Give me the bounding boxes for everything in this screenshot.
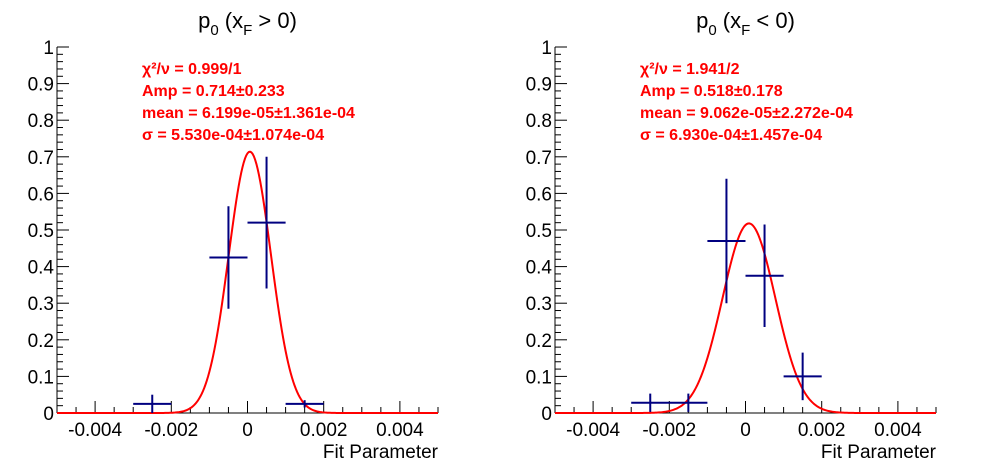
data-point	[285, 400, 324, 408]
y-tick-label: 0.4	[28, 258, 55, 279]
title-part-title-mid: (x	[717, 8, 741, 33]
title-part-title-subF: F	[243, 22, 252, 39]
x-tick-label: 0.004	[874, 420, 922, 441]
y-tick-label: 0.9	[526, 75, 552, 96]
x-axis-label: Fit Parameter	[323, 442, 439, 463]
gaussian-fit-curve	[555, 222, 936, 414]
y-tick-label: 0.3	[28, 294, 54, 315]
x-tick-label: 0.004	[376, 420, 424, 441]
data-point	[745, 224, 784, 327]
y-tick-label: 0.1	[28, 367, 54, 388]
title-part-title-mid: (x	[219, 8, 243, 33]
title-part-title-main: p	[696, 8, 708, 33]
fit-stat-line: Amp = 0.714±0.233	[142, 83, 285, 100]
fit-stat-line: mean = 9.062e-05±2.272e-04	[640, 105, 853, 122]
x-tick-label: -0.004	[68, 420, 122, 441]
y-tick-label: 0.4	[526, 258, 553, 279]
y-tick-label: 0.7	[28, 148, 54, 169]
plot-panel-xf-positive: p0 (xF > 0)00.10.20.30.40.50.60.70.80.91…	[28, 8, 439, 463]
x-tick-label: 0	[740, 420, 751, 441]
data-point	[209, 206, 248, 309]
y-tick-label: 0.8	[526, 111, 552, 132]
x-tick-label: -0.002	[642, 420, 696, 441]
y-tick-label: 0.3	[526, 294, 552, 315]
fit-stat-line: Amp = 0.518±0.178	[640, 83, 783, 100]
x-tick-label: -0.004	[566, 420, 620, 441]
y-tick-label: 1	[43, 38, 54, 59]
y-tick-label: 0.8	[28, 111, 54, 132]
y-tick-label: 0.7	[526, 148, 552, 169]
title-part-title-sub0: 0	[708, 22, 716, 39]
y-tick-label: 0.1	[526, 367, 552, 388]
y-tick-label: 1	[541, 38, 552, 59]
fit-stat-line: σ = 5.530e-04±1.074e-04	[142, 127, 324, 144]
title-part-title-main: p	[198, 8, 210, 33]
title-part-title-subF: F	[741, 22, 750, 39]
plot-panel-xf-negative: p0 (xF < 0)00.10.20.30.40.50.60.70.80.91…	[526, 8, 937, 463]
y-tick-label: 0.6	[526, 184, 552, 205]
y-tick-label: 0	[541, 404, 552, 425]
plot-title: p0 (xF < 0)	[696, 8, 795, 39]
y-tick-label: 0.2	[28, 331, 54, 352]
data-point	[669, 393, 708, 412]
fit-stat-line: χ²/ν = 0.999/1	[142, 61, 242, 78]
title-part-title-end: < 0)	[750, 8, 795, 33]
y-tick-label: 0.6	[28, 184, 54, 205]
title-part-title-end: > 0)	[252, 8, 297, 33]
x-tick-label: 0	[242, 420, 253, 441]
data-point	[631, 393, 670, 412]
x-tick-label: 0.002	[300, 420, 348, 441]
y-tick-label: 0.9	[28, 75, 54, 96]
data-point	[133, 394, 172, 413]
y-tick-label: 0	[43, 404, 54, 425]
title-part-title-sub0: 0	[210, 22, 218, 39]
gaussian-fit-curve	[57, 150, 438, 414]
y-tick-label: 0.5	[526, 221, 552, 242]
fit-stat-line: σ = 6.930e-04±1.457e-04	[640, 127, 822, 144]
x-axis-label: Fit Parameter	[821, 442, 937, 463]
x-tick-label: 0.002	[798, 420, 846, 441]
fit-stat-line: χ²/ν = 1.941/2	[640, 61, 740, 78]
plot-title: p0 (xF > 0)	[198, 8, 297, 39]
data-point	[707, 178, 746, 304]
fit-stat-line: mean = 6.199e-05±1.361e-04	[142, 105, 355, 122]
data-point	[783, 352, 822, 401]
data-point	[247, 156, 286, 289]
x-tick-label: -0.002	[144, 420, 198, 441]
y-tick-label: 0.2	[526, 331, 552, 352]
y-tick-label: 0.5	[28, 221, 54, 242]
